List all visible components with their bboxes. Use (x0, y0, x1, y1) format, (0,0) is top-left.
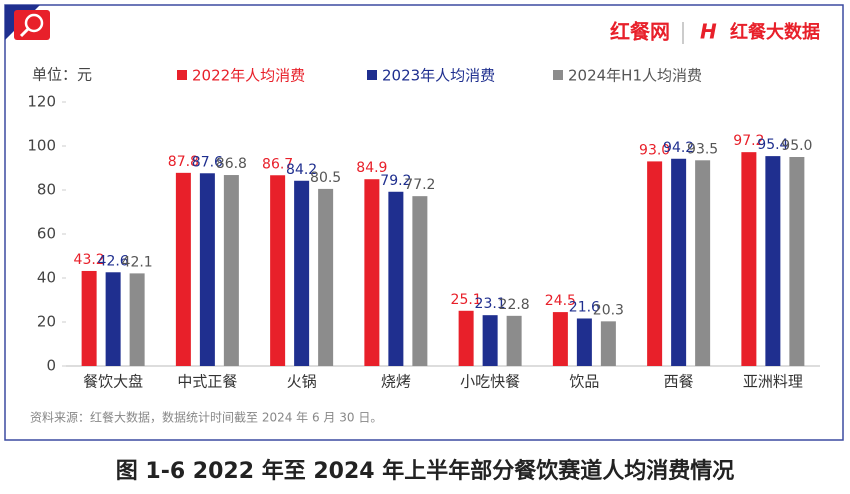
bar (765, 156, 781, 366)
value-label: 95.4 (757, 137, 788, 153)
y-tick-label: 60 (37, 225, 56, 243)
bar (105, 272, 121, 366)
value-label: 21.6 (569, 299, 600, 315)
bar (789, 157, 805, 366)
x-tick-label: 亚洲料理 (743, 373, 803, 391)
value-label: 86.7 (262, 156, 293, 172)
legend-label: 2022年人均消费 (192, 67, 305, 85)
bar (552, 312, 568, 366)
logo-left: 红餐网 (610, 20, 670, 44)
bar (647, 161, 663, 366)
legend-label: 2023年人均消费 (382, 67, 495, 85)
bar (576, 318, 592, 366)
value-label: 77.2 (404, 177, 435, 193)
value-label: 95.0 (781, 138, 812, 154)
legend-label: 2024年H1人均消费 (568, 67, 702, 85)
bar (81, 270, 97, 366)
icon-glass (24, 13, 44, 33)
frame (4, 4, 844, 441)
y-tick-label: 120 (27, 93, 56, 111)
value-label: 93.5 (687, 141, 718, 157)
value-label: 42.1 (122, 254, 153, 270)
value-label: 24.5 (545, 293, 576, 309)
value-label: 23.1 (475, 296, 506, 312)
legend-swatch (367, 70, 377, 80)
value-label: 20.3 (593, 302, 624, 318)
legend-swatch (553, 70, 563, 80)
bar (318, 188, 334, 366)
value-label: 43.2 (74, 252, 105, 268)
value-label: 84.2 (286, 162, 317, 178)
bar (270, 175, 286, 366)
value-label: 84.9 (356, 160, 387, 176)
value-label: 22.8 (499, 297, 530, 313)
value-label: 87.8 (168, 154, 199, 170)
bar (671, 158, 687, 366)
x-tick-label: 小吃快餐 (460, 373, 520, 391)
y-tick-label: 40 (37, 269, 56, 287)
chart-title: 图 1-6 2022 年至 2024 年上半年部分餐饮赛道人均消费情况 (116, 458, 735, 484)
bar (175, 172, 191, 366)
logo-mark: H (700, 20, 717, 44)
bar (388, 191, 404, 366)
bar (294, 180, 310, 366)
unit-label: 单位：元 (32, 66, 92, 84)
bar (223, 175, 239, 366)
bar (412, 196, 428, 366)
bar (458, 310, 474, 366)
x-tick-label: 西餐 (664, 373, 694, 391)
value-label: 87.6 (192, 154, 223, 170)
value-label: 97.2 (733, 133, 764, 149)
value-label: 86.8 (216, 156, 247, 172)
bar (600, 321, 616, 366)
bar (364, 179, 380, 366)
x-tick-label: 烧烤 (381, 373, 411, 391)
logo-right: 红餐大数据 (730, 21, 820, 43)
bar (506, 315, 522, 366)
value-label: 42.6 (98, 253, 129, 269)
bar (741, 152, 757, 366)
bar (129, 273, 145, 366)
bar (695, 160, 711, 366)
legend-swatch (177, 70, 187, 80)
x-tick-label: 中式正餐 (177, 373, 237, 391)
source-note: 资料来源：红餐大数据，数据统计时间截至 2024 年 6 月 30 日。 (30, 410, 382, 425)
y-tick-label: 0 (46, 357, 56, 375)
value-label: 94.2 (663, 140, 694, 156)
value-label: 79.2 (380, 173, 411, 189)
icon-handle (19, 27, 30, 38)
y-tick-label: 20 (37, 313, 56, 331)
x-tick-label: 饮品 (569, 373, 599, 391)
bar (482, 315, 498, 366)
y-tick-label: 100 (27, 137, 56, 155)
x-tick-label: 火锅 (287, 373, 317, 391)
value-label: 93.0 (639, 142, 670, 158)
bar (199, 173, 215, 366)
value-label: 80.5 (310, 170, 341, 186)
value-label: 25.1 (451, 292, 482, 308)
x-tick-label: 餐饮大盘 (83, 373, 143, 391)
y-tick-label: 80 (37, 181, 56, 199)
